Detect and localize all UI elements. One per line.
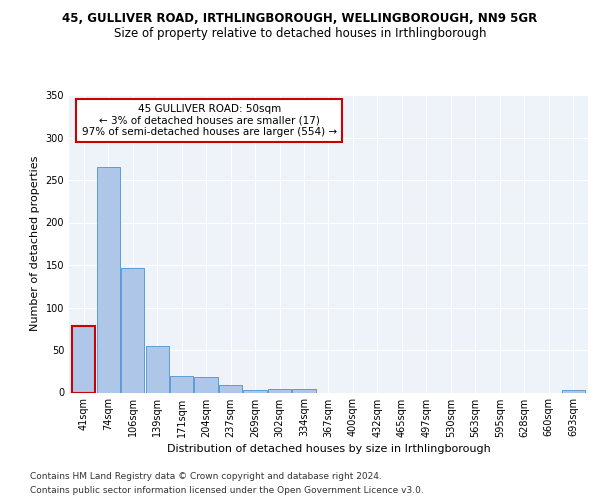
Bar bbox=[97, 167, 120, 392]
Text: Size of property relative to detached houses in Irthlingborough: Size of property relative to detached ho… bbox=[114, 28, 486, 40]
Bar bbox=[268, 389, 291, 392]
Bar bbox=[146, 346, 169, 393]
Bar bbox=[72, 326, 95, 392]
Text: Contains public sector information licensed under the Open Government Licence v3: Contains public sector information licen… bbox=[30, 486, 424, 495]
Bar bbox=[244, 390, 266, 392]
Bar bbox=[121, 268, 144, 392]
Bar bbox=[194, 377, 218, 392]
Bar bbox=[219, 385, 242, 392]
Text: Contains HM Land Registry data © Crown copyright and database right 2024.: Contains HM Land Registry data © Crown c… bbox=[30, 472, 382, 481]
Bar bbox=[292, 389, 316, 392]
Text: 45 GULLIVER ROAD: 50sqm
← 3% of detached houses are smaller (17)
97% of semi-det: 45 GULLIVER ROAD: 50sqm ← 3% of detached… bbox=[82, 104, 337, 137]
Text: 45, GULLIVER ROAD, IRTHLINGBOROUGH, WELLINGBOROUGH, NN9 5GR: 45, GULLIVER ROAD, IRTHLINGBOROUGH, WELL… bbox=[62, 12, 538, 26]
Y-axis label: Number of detached properties: Number of detached properties bbox=[30, 156, 40, 332]
X-axis label: Distribution of detached houses by size in Irthlingborough: Distribution of detached houses by size … bbox=[167, 444, 490, 454]
Bar bbox=[170, 376, 193, 392]
Bar bbox=[562, 390, 585, 392]
